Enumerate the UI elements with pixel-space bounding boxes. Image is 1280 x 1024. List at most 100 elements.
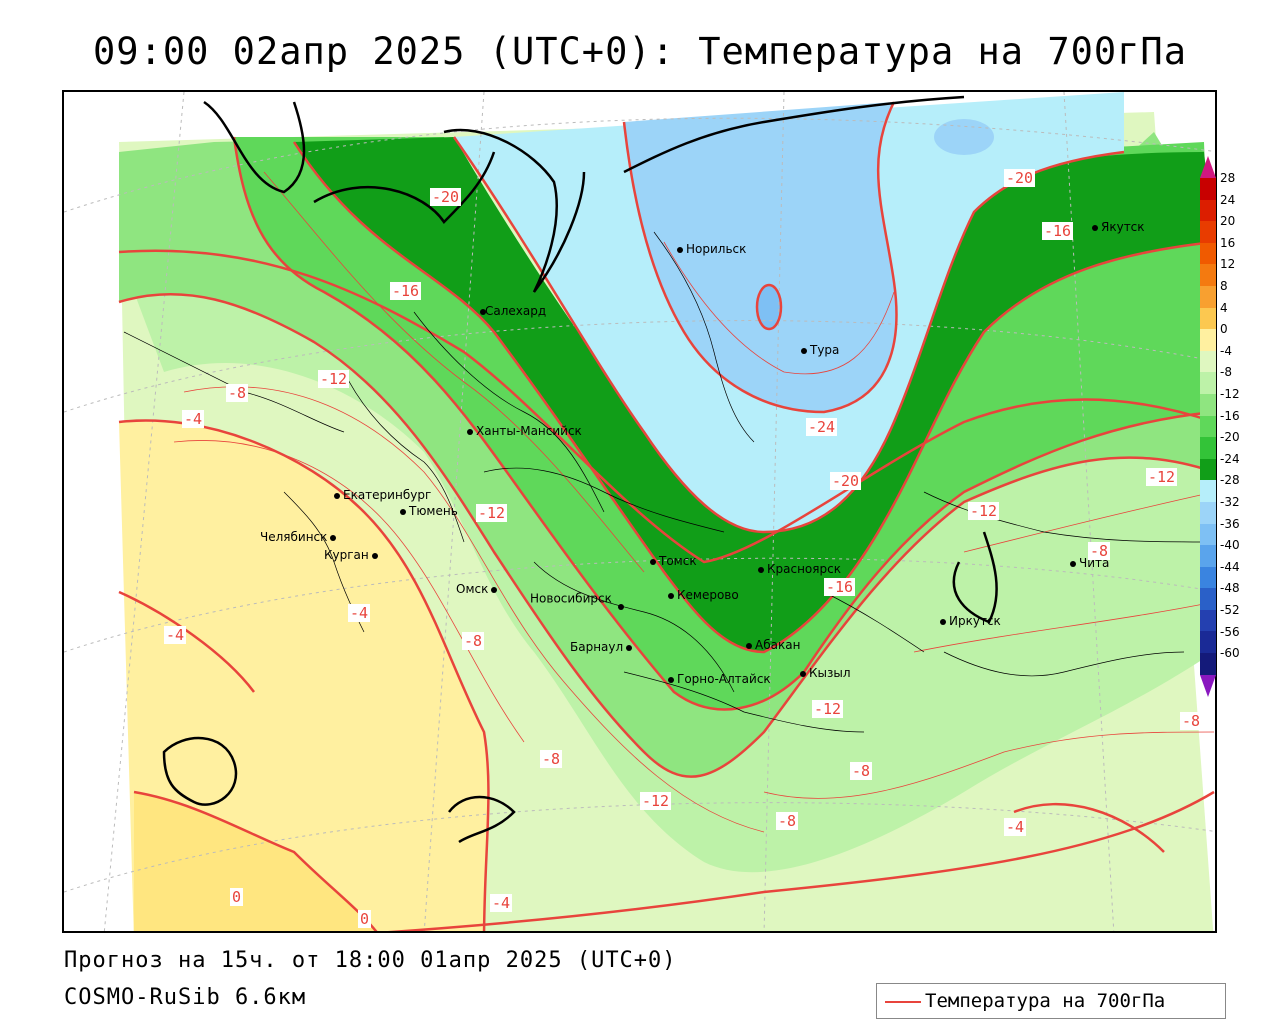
colorbar-cell xyxy=(1200,566,1216,589)
colorbar-tick-label: -52 xyxy=(1220,603,1240,617)
colorbar-bottom-arrow xyxy=(1200,674,1216,697)
city-khanty-mansiysk: Ханты-Мансийск xyxy=(467,424,582,438)
city-novosibirsk: Новосибирск xyxy=(530,588,627,610)
city-salekhard: Салехард xyxy=(480,290,546,318)
city-kurgan: Курган xyxy=(324,548,381,562)
legend-line-icon xyxy=(885,1001,921,1003)
contour-label: -8 xyxy=(462,632,485,650)
colorbar-tick-label: -32 xyxy=(1220,495,1240,509)
isolines-thin xyxy=(173,171,1215,833)
colorbar-cell xyxy=(1200,264,1216,286)
map-title: 09:00 02апр 2025 (UTC+0): Температура на… xyxy=(93,30,1187,73)
colorbar-tick-label: -8 xyxy=(1220,365,1232,380)
contour-label: -8 xyxy=(226,384,249,402)
contour-label: -4 xyxy=(348,604,371,622)
city-yekaterinburg: Екатеринбург xyxy=(334,488,431,502)
forecast-info: Прогноз на 15ч. от 18:00 01апр 2025 (UTC… xyxy=(64,948,677,973)
colorbar-cell xyxy=(1200,372,1216,394)
colorbar-cell xyxy=(1200,523,1216,546)
contour-label: -8 xyxy=(1088,542,1111,560)
colorbar-cell xyxy=(1200,545,1216,567)
city-tyumen: Тюмень xyxy=(400,504,458,518)
colorbar-tick-label: -40 xyxy=(1220,538,1240,553)
cold-spot-ne xyxy=(934,119,994,155)
city-barnaul: Барнаул xyxy=(570,640,635,654)
colorbar-tick-label: 24 xyxy=(1220,192,1236,207)
city-gorno-altaysk: Горно-Алтайск xyxy=(668,672,771,686)
city-dot-icon xyxy=(668,592,674,599)
colorbar-cell xyxy=(1200,631,1216,654)
colorbar-top-arrow xyxy=(1200,156,1216,178)
legend-label: Температура на 700гПа xyxy=(925,990,1166,1012)
city-krasnoyarsk: Красноярск xyxy=(758,562,841,576)
contour-label: -16 xyxy=(824,578,856,596)
colorbar-tick-label: 4 xyxy=(1220,300,1228,315)
colorbar-cell xyxy=(1200,329,1216,351)
contour-label: -12 xyxy=(1146,468,1178,486)
colorbar-cell xyxy=(1200,480,1216,502)
colorbar-cell xyxy=(1200,393,1216,416)
city-norilsk: Норильск xyxy=(677,242,746,256)
colorbar-tick-label: -24 xyxy=(1220,451,1240,466)
city-abakan: Абакан xyxy=(746,624,800,652)
city-tomsk: Томск xyxy=(650,554,697,568)
contour-label: -12 xyxy=(318,370,350,388)
city-irkutsk: Иркутск xyxy=(940,614,1001,628)
contour-label: -16 xyxy=(390,282,422,300)
colorbar-cell xyxy=(1200,437,1216,459)
colorbar-tick-label: -12 xyxy=(1220,387,1240,401)
cold-spot-28 xyxy=(757,285,781,329)
city-dot-icon xyxy=(334,492,340,499)
city-dot-icon xyxy=(940,618,946,625)
colorbar-tick-label: 0 xyxy=(1220,322,1228,337)
city-dot-icon xyxy=(1092,224,1098,231)
city-omsk: Омск xyxy=(456,582,500,596)
colorbar-tick-label: -16 xyxy=(1220,408,1240,423)
contour-label: -12 xyxy=(476,504,508,522)
contour-label: 0 xyxy=(230,888,244,906)
colorbar-cell xyxy=(1200,221,1216,243)
colorbar-tick-label: -36 xyxy=(1220,516,1240,531)
city-dot-icon xyxy=(677,246,683,253)
colorbar-cell xyxy=(1200,285,1216,308)
contour-label: -20 xyxy=(830,472,862,490)
contour-label: -24 xyxy=(806,418,838,436)
city-dot-icon xyxy=(371,552,378,559)
coastlines xyxy=(162,95,998,844)
contour-label: -8 xyxy=(1180,712,1203,730)
colorbar-tick-label: 8 xyxy=(1220,279,1228,293)
city-dot-icon xyxy=(467,428,473,435)
city-dot-icon xyxy=(400,508,406,515)
contour-label: -8 xyxy=(540,750,563,768)
colorbar-tick-label: -20 xyxy=(1220,430,1240,445)
colorbar-tick-label: -48 xyxy=(1220,581,1240,596)
colorbar-cell xyxy=(1200,501,1216,524)
contour-label: -12 xyxy=(968,502,1000,520)
city-dot-icon xyxy=(668,676,674,683)
colorbar-cell xyxy=(1200,415,1216,438)
colorbar-tick-label: -56 xyxy=(1220,624,1240,639)
city-dot-icon xyxy=(801,347,807,354)
colorbar-cells xyxy=(1200,178,1216,675)
city-dot-icon xyxy=(330,534,337,541)
city-dot-icon xyxy=(480,308,486,315)
city-dot-icon xyxy=(1070,560,1076,567)
city-chelyabinsk: Челябинск xyxy=(260,530,339,544)
colorbar-tick-label: -4 xyxy=(1220,343,1232,358)
colorbar-cell xyxy=(1200,242,1216,265)
colorbar-tick-label: 16 xyxy=(1220,235,1236,250)
colorbar-tick-label: -60 xyxy=(1220,646,1240,661)
cold-zone-24 xyxy=(624,102,897,412)
contour-label: -8 xyxy=(850,762,873,780)
contour-label: -20 xyxy=(1004,169,1036,187)
band-m20 xyxy=(294,137,1214,652)
city-dot-icon xyxy=(617,604,624,610)
colorbar-cell xyxy=(1200,458,1216,481)
colorbar-tick-label: 12 xyxy=(1220,257,1236,272)
city-dot-icon xyxy=(650,558,656,565)
contour-label: -4 xyxy=(182,410,205,428)
city-dot-icon xyxy=(491,586,498,593)
admin-borders xyxy=(123,231,1215,733)
legend-box: Температура на 700гПа xyxy=(876,983,1226,1019)
temperature-map: Норильск Якутск Салехард Тура Ханты-Манс… xyxy=(62,90,1217,933)
